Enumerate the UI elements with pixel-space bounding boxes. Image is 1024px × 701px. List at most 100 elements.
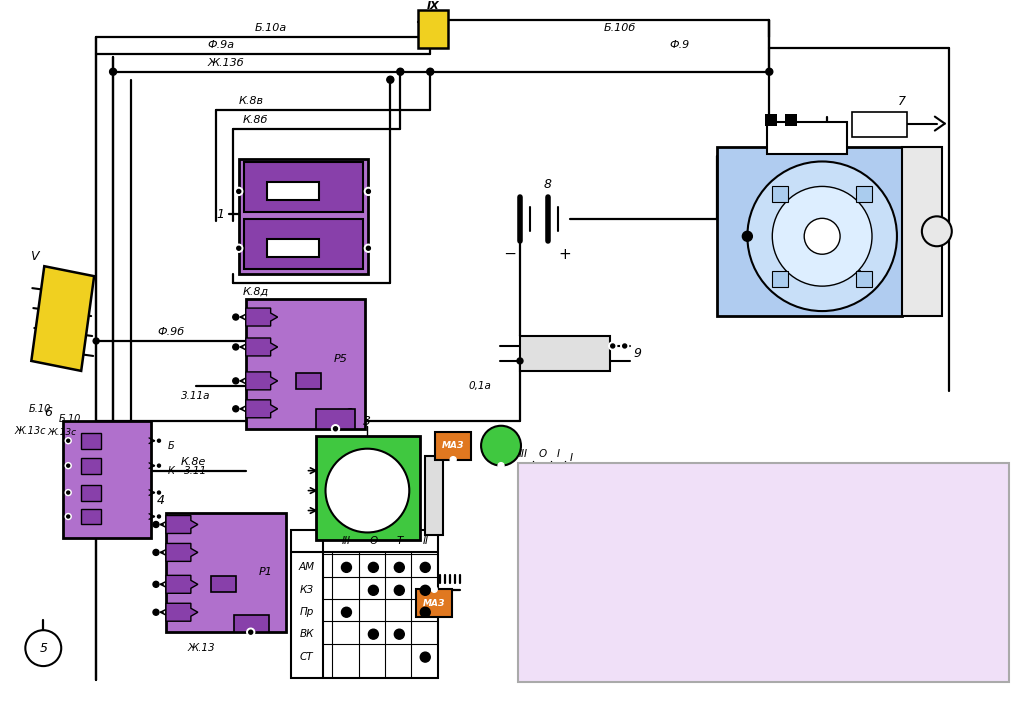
- Circle shape: [365, 187, 373, 196]
- Circle shape: [420, 585, 430, 595]
- FancyBboxPatch shape: [425, 456, 443, 536]
- Text: 85: 85: [173, 608, 184, 617]
- Circle shape: [332, 425, 340, 433]
- FancyBboxPatch shape: [767, 121, 847, 154]
- Circle shape: [397, 69, 403, 75]
- Circle shape: [93, 338, 99, 344]
- Circle shape: [67, 491, 70, 494]
- Circle shape: [608, 342, 616, 350]
- Circle shape: [367, 246, 371, 250]
- FancyBboxPatch shape: [211, 576, 236, 592]
- Text: Ф.9б: Ф.9б: [158, 327, 184, 337]
- Text: АМ: АМ: [299, 562, 314, 573]
- Text: Ж.13б: Ж.13б: [208, 57, 244, 68]
- Circle shape: [232, 378, 239, 384]
- FancyBboxPatch shape: [266, 182, 318, 200]
- Circle shape: [234, 244, 243, 252]
- Text: 0,1а: 0,1а: [469, 381, 492, 391]
- Text: III: III: [518, 449, 527, 458]
- FancyBboxPatch shape: [852, 111, 907, 137]
- Text: АМ: АМ: [350, 479, 371, 489]
- Circle shape: [234, 187, 243, 196]
- FancyBboxPatch shape: [772, 186, 787, 202]
- Text: Ж.13: Ж.13: [187, 643, 215, 653]
- FancyBboxPatch shape: [81, 484, 101, 501]
- Text: 30: 30: [245, 619, 256, 627]
- FancyBboxPatch shape: [81, 458, 101, 474]
- Circle shape: [110, 68, 117, 75]
- Text: 9: 9: [634, 348, 642, 360]
- Polygon shape: [32, 266, 94, 371]
- Text: ─: ─: [854, 266, 860, 276]
- FancyBboxPatch shape: [166, 512, 286, 632]
- Text: Пр: Пр: [299, 607, 313, 618]
- Circle shape: [397, 68, 403, 75]
- Text: К: К: [88, 512, 94, 521]
- Text: 86: 86: [302, 376, 313, 386]
- Text: 8: 8: [544, 178, 552, 191]
- FancyBboxPatch shape: [435, 432, 471, 460]
- Text: Б.10а: Б.10а: [255, 23, 287, 33]
- Circle shape: [237, 246, 241, 250]
- Circle shape: [420, 607, 430, 617]
- Bar: [765, 114, 777, 125]
- Text: V: V: [30, 250, 39, 263]
- Text: 6: 6: [44, 407, 52, 419]
- Circle shape: [158, 440, 161, 442]
- FancyBboxPatch shape: [772, 271, 787, 287]
- Circle shape: [766, 68, 773, 75]
- Circle shape: [66, 489, 72, 496]
- Text: 88: 88: [173, 520, 184, 529]
- Circle shape: [394, 562, 404, 572]
- FancyBboxPatch shape: [417, 590, 453, 617]
- Polygon shape: [166, 576, 198, 593]
- FancyBboxPatch shape: [418, 10, 449, 48]
- FancyBboxPatch shape: [233, 615, 268, 632]
- Circle shape: [367, 189, 371, 193]
- Text: предохранителей; 2 - реле Р5 включения ЭФУ; 3 —: предохранителей; 2 - реле Р5 включения Э…: [530, 499, 873, 512]
- Circle shape: [369, 629, 378, 639]
- Circle shape: [156, 463, 162, 469]
- Circle shape: [451, 456, 456, 463]
- Text: 5: 5: [39, 641, 47, 655]
- FancyBboxPatch shape: [902, 147, 942, 316]
- Text: III: III: [342, 536, 351, 547]
- Text: СТ: СТ: [300, 652, 313, 662]
- Circle shape: [341, 607, 351, 617]
- Text: I: I: [556, 449, 559, 458]
- Text: 60А №1: 60А №1: [281, 224, 327, 234]
- Text: К.8е: К.8е: [181, 456, 207, 467]
- Circle shape: [247, 628, 255, 637]
- Circle shape: [621, 342, 629, 350]
- FancyBboxPatch shape: [266, 239, 318, 257]
- Circle shape: [498, 463, 504, 469]
- Circle shape: [369, 585, 378, 595]
- Text: 85: 85: [253, 404, 264, 414]
- FancyBboxPatch shape: [81, 433, 101, 449]
- Circle shape: [420, 562, 430, 572]
- Text: 3.11: 3.11: [184, 465, 208, 476]
- Circle shape: [66, 514, 72, 519]
- Polygon shape: [166, 604, 198, 621]
- FancyBboxPatch shape: [246, 299, 366, 429]
- Text: 30А №1: 30А №1: [281, 168, 327, 177]
- Circle shape: [26, 630, 61, 666]
- Circle shape: [742, 231, 753, 241]
- Text: замок-выключатель приборов и стартера; 4 - реле Р1: замок-выключатель приборов и стартера; 4…: [530, 524, 891, 537]
- Text: штекерные соединители: штекерные соединители: [530, 648, 699, 662]
- Circle shape: [394, 629, 404, 639]
- Text: Ф.9: Ф.9: [670, 40, 690, 50]
- Circle shape: [153, 550, 159, 555]
- FancyBboxPatch shape: [718, 147, 902, 316]
- Circle shape: [66, 437, 72, 444]
- Circle shape: [153, 609, 159, 615]
- Text: 30: 30: [330, 414, 341, 423]
- Circle shape: [394, 585, 404, 595]
- Circle shape: [427, 69, 433, 75]
- Circle shape: [334, 427, 338, 430]
- Text: 87: 87: [253, 343, 264, 351]
- Circle shape: [365, 244, 373, 252]
- FancyBboxPatch shape: [291, 531, 438, 678]
- Text: МАЗ: МАЗ: [423, 599, 445, 608]
- Circle shape: [66, 463, 72, 469]
